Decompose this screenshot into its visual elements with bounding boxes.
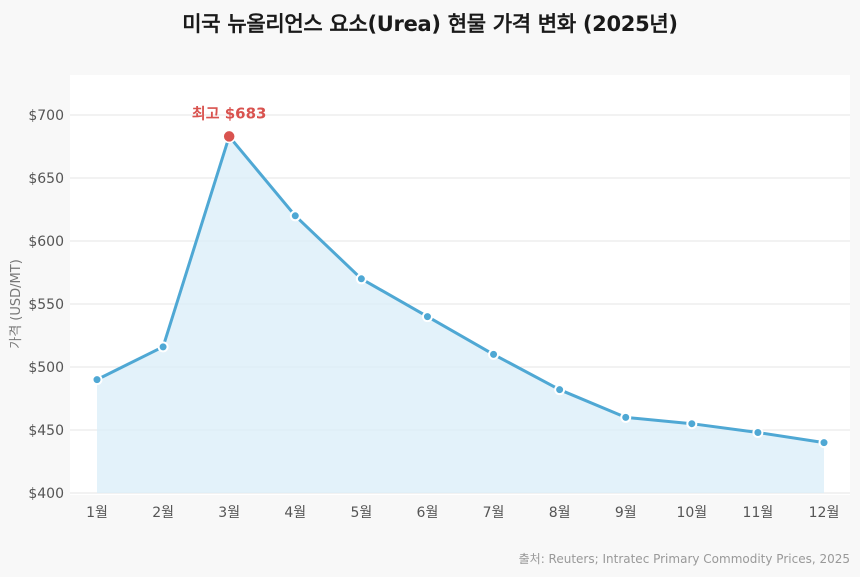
x-tick-label: 8월 — [549, 505, 571, 521]
y-tick-label: $650 — [28, 171, 64, 187]
x-tick-label: 9월 — [615, 505, 637, 521]
y-tick-label: $450 — [28, 423, 64, 439]
x-tick-label: 11월 — [743, 505, 774, 521]
data-point — [620, 411, 632, 423]
y-tick-label: $400 — [28, 486, 64, 502]
y-axis-ticks: $400 $450 $500 $550 $600 $650 $700 — [28, 108, 64, 502]
x-tick-label: 12월 — [809, 505, 840, 521]
x-tick-label: 10월 — [676, 505, 707, 521]
source-note: 출처: Reuters; Intratec Primary Commodity … — [518, 552, 850, 566]
peak-point — [222, 129, 236, 144]
series-line — [95, 134, 826, 445]
data-point — [686, 418, 698, 430]
y-tick-label: $600 — [28, 234, 64, 250]
data-point — [554, 384, 566, 396]
y-tick-label: $550 — [28, 297, 64, 313]
data-point — [157, 341, 169, 353]
x-axis-ticks: 1월 2월 3월 4월 5월 6월 7월 8월 9월 10월 11월 12월 — [86, 505, 839, 521]
x-tick-label: 4월 — [284, 505, 306, 521]
data-point — [421, 311, 433, 323]
data-point — [355, 273, 367, 285]
x-tick-label: 6월 — [417, 505, 439, 521]
series-polyline — [95, 134, 826, 445]
y-tick-label: $500 — [28, 360, 64, 376]
data-point — [91, 374, 103, 386]
data-point — [488, 348, 500, 360]
data-point — [289, 210, 301, 222]
data-points — [91, 129, 830, 449]
data-point — [818, 437, 830, 449]
area-fill — [97, 136, 824, 494]
y-tick-label: $700 — [28, 108, 64, 124]
x-tick-label: 1월 — [86, 505, 108, 521]
peak-annotation: 최고 $683 — [192, 104, 267, 122]
x-tick-label: 5월 — [350, 505, 372, 521]
x-tick-label: 7월 — [483, 505, 505, 521]
data-point — [752, 427, 764, 439]
area-path — [97, 136, 824, 494]
y-axis-title: 가격 (USD/MT) — [9, 259, 24, 349]
chart-title: 미국 뉴올리언스 요소(Urea) 현물 가격 변화 (2025년) — [182, 12, 678, 36]
x-tick-label: 3월 — [218, 505, 240, 521]
x-tick-label: 2월 — [152, 505, 174, 521]
